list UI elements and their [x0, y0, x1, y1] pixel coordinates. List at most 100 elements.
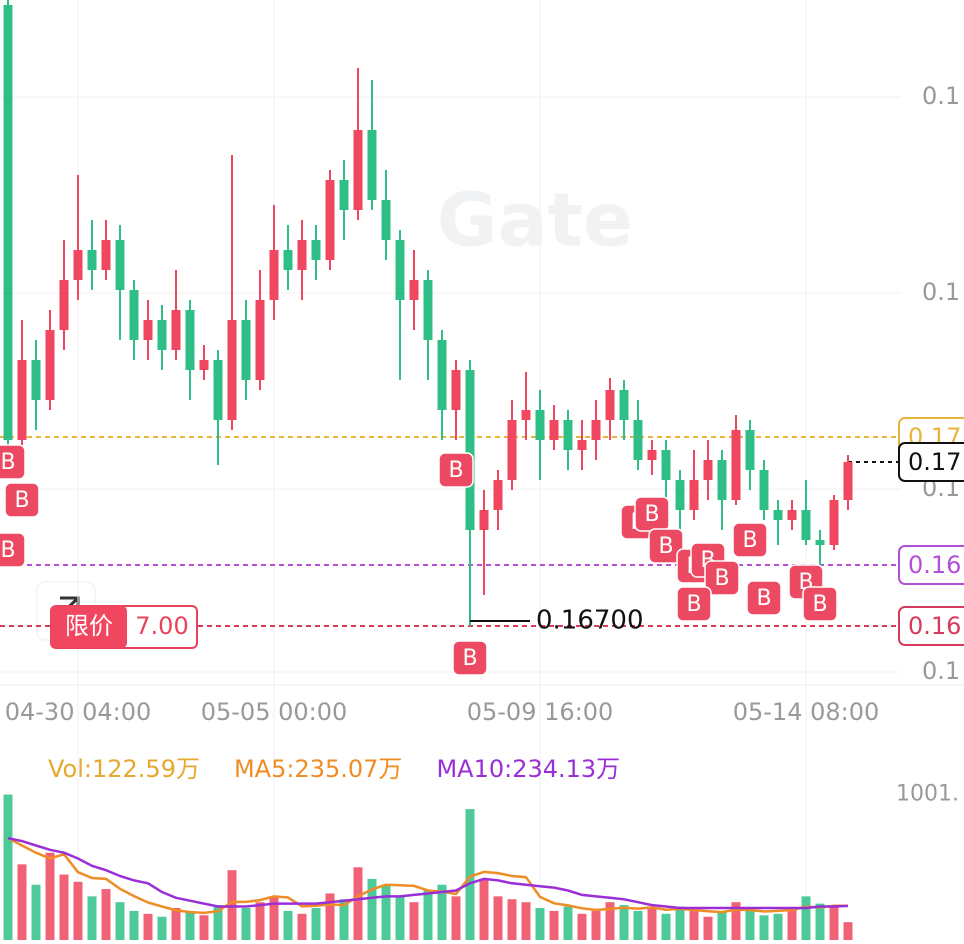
volume-bar — [297, 913, 307, 940]
buy-marker-label: B — [14, 488, 29, 513]
volume-bar — [87, 896, 97, 940]
volume-tick-label: 1001. — [896, 781, 959, 806]
candle-body — [353, 130, 363, 210]
candle-body — [675, 480, 685, 510]
candle-body — [143, 320, 153, 340]
volume-bar — [381, 884, 391, 940]
volume-bar — [591, 910, 601, 940]
buy-marker — [438, 452, 474, 488]
volume-bar — [549, 910, 559, 940]
buy-marker-label: B — [756, 586, 771, 611]
order-type: 限价 — [65, 612, 113, 640]
volume-bar — [325, 893, 335, 940]
candle-body — [465, 370, 475, 530]
candle-body — [199, 360, 209, 370]
volume-bar — [129, 910, 139, 940]
candle-body — [3, 5, 13, 440]
candle-body — [171, 310, 181, 350]
volume-bar — [283, 910, 293, 940]
candle-body — [339, 180, 349, 210]
volume-bar — [409, 902, 419, 940]
candle-body — [31, 360, 41, 400]
x-tick-label: 05-05 00:00 — [201, 698, 348, 726]
candle-body — [101, 240, 111, 270]
volume-ma5-line — [7, 837, 849, 915]
candle-body — [479, 510, 489, 530]
candle-body — [325, 180, 335, 260]
volume-bar — [815, 903, 825, 940]
volume-bar — [395, 896, 405, 940]
candle-body — [311, 240, 321, 260]
volume-bar — [353, 867, 363, 940]
volume-bar — [787, 908, 797, 940]
volume-bar — [759, 915, 769, 940]
candle-body — [605, 390, 615, 420]
volume-bar — [157, 916, 167, 940]
volume-bar — [717, 912, 727, 940]
buy-marker-label: B — [742, 528, 757, 553]
volume-bar — [255, 902, 265, 940]
candle-body — [549, 420, 559, 440]
buy-marker — [676, 586, 712, 622]
candle-body — [283, 250, 293, 270]
buy-marker-label: B — [644, 502, 659, 527]
candle-body — [213, 360, 223, 420]
y-tick-label: 0.1 — [922, 82, 960, 110]
buy-marker — [0, 532, 26, 568]
y-tick-label: 0.1 — [922, 278, 960, 306]
candle-body — [773, 510, 783, 520]
volume-bar — [31, 884, 41, 940]
price-line-box — [898, 606, 964, 646]
candle-body — [241, 320, 251, 380]
candle-body — [493, 480, 503, 510]
volume-bar — [339, 899, 349, 940]
volume-bar — [703, 916, 713, 940]
volume-bar — [269, 896, 279, 940]
candle-body — [157, 320, 167, 350]
candle-body — [409, 280, 419, 300]
volume-bar — [227, 870, 237, 940]
buy-marker-label: B — [714, 566, 729, 591]
volume-bar — [661, 913, 671, 940]
candle-body — [17, 360, 27, 440]
candle-body — [689, 480, 699, 510]
volume-bar — [171, 908, 181, 940]
candle-body — [185, 310, 195, 370]
volume-bar — [647, 908, 657, 940]
volume-bar — [143, 913, 153, 940]
price-line-label: 0.16 — [908, 551, 961, 579]
watermark: Gate — [437, 178, 633, 264]
candle-body — [437, 340, 447, 410]
buy-marker-label: B — [658, 534, 673, 559]
low-label: 0.16700 — [536, 606, 644, 636]
candle-body — [115, 240, 125, 290]
volume-bar — [479, 878, 489, 940]
volume-bar — [311, 908, 321, 940]
volume-bar — [563, 906, 573, 940]
candle-body — [633, 420, 643, 460]
volume-bar — [633, 910, 643, 940]
candle-body — [87, 250, 97, 270]
volume-bar — [773, 913, 783, 940]
volume-bar — [675, 906, 685, 940]
buy-marker — [648, 528, 684, 564]
buy-marker — [746, 580, 782, 616]
buy-marker-label: B — [0, 450, 15, 475]
candle-body — [59, 280, 69, 330]
order-badge-left — [51, 606, 127, 648]
x-tick-label: 05-14 08:00 — [733, 698, 880, 726]
price-line-label: 0.16 — [908, 612, 961, 640]
buy-marker — [0, 444, 26, 480]
volume-bar — [115, 902, 125, 940]
candle-body — [395, 240, 405, 300]
candle-body — [759, 470, 769, 510]
volume-bar — [241, 908, 251, 940]
volume-bar — [801, 896, 811, 940]
candle-body — [577, 440, 587, 450]
volume-bar — [45, 852, 55, 940]
candle-body — [815, 540, 825, 545]
volume-bar — [213, 905, 223, 940]
candle-body — [843, 462, 853, 500]
candle-body — [269, 250, 279, 300]
volume-bar — [689, 910, 699, 940]
